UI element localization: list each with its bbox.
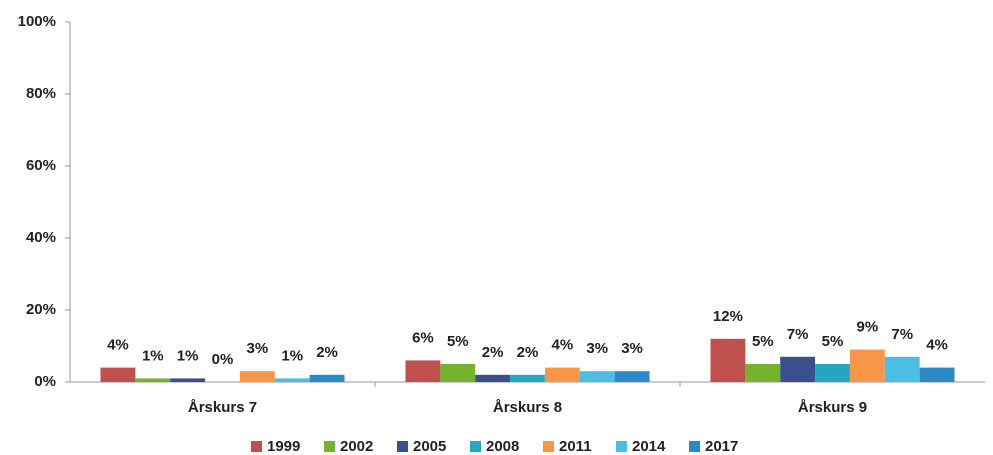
value-label: 12%	[713, 308, 743, 325]
legend-label: 2008	[486, 438, 519, 455]
bar	[274, 378, 310, 382]
x-tick-label: Årskurs 9	[798, 399, 867, 416]
legend-swatch	[616, 441, 627, 452]
bar	[919, 367, 955, 382]
value-label: 1%	[177, 347, 199, 364]
value-label: 2%	[482, 344, 504, 361]
value-label: 1%	[142, 347, 164, 364]
legend-swatch	[251, 441, 262, 452]
bar	[579, 371, 615, 382]
bar	[135, 378, 171, 382]
legend-label: 2014	[632, 438, 666, 455]
value-label: 7%	[891, 326, 913, 343]
value-label: 3%	[586, 340, 608, 357]
value-label: 4%	[107, 337, 129, 354]
legend-swatch	[324, 441, 335, 452]
y-tick-label: 20%	[26, 301, 56, 318]
legend-swatch	[470, 441, 481, 452]
value-label: 5%	[822, 333, 844, 350]
legend-label: 2011	[559, 438, 592, 455]
value-label: 4%	[552, 337, 574, 354]
value-label: 2%	[517, 344, 539, 361]
legend-swatch	[397, 441, 408, 452]
bar	[849, 349, 885, 382]
value-label: 0%	[212, 351, 234, 368]
value-label: 5%	[752, 333, 774, 350]
bar	[170, 378, 206, 382]
bar	[100, 367, 136, 382]
bar	[614, 371, 650, 382]
value-label: 4%	[926, 337, 948, 354]
bar	[475, 374, 511, 382]
value-label: 1%	[281, 347, 303, 364]
y-tick-label: 80%	[26, 85, 56, 102]
bar	[544, 367, 580, 382]
value-label: 3%	[247, 340, 269, 357]
legend-label: 2017	[705, 438, 738, 455]
bar	[815, 364, 850, 382]
legend-swatch	[689, 441, 700, 452]
legend-swatch	[543, 441, 554, 452]
bar	[440, 364, 476, 382]
bar	[745, 364, 781, 382]
y-tick-label: 40%	[26, 229, 56, 246]
bar	[780, 356, 816, 382]
value-label: 6%	[412, 329, 434, 346]
y-tick-label: 100%	[18, 13, 56, 30]
y-tick-label: 60%	[26, 157, 56, 174]
value-label: 5%	[447, 333, 469, 350]
y-tick-label: 0%	[34, 373, 56, 390]
bar	[884, 356, 920, 382]
value-label: 3%	[621, 340, 643, 357]
bar	[239, 371, 275, 382]
value-label: 7%	[787, 326, 809, 343]
x-tick-label: Årskurs 8	[493, 399, 562, 416]
x-tick-label: Årskurs 7	[188, 399, 257, 416]
legend-label: 2005	[413, 438, 446, 455]
value-label: 9%	[857, 319, 879, 336]
bar	[405, 360, 441, 382]
bar	[510, 374, 545, 382]
bar	[309, 374, 345, 382]
value-label: 2%	[316, 344, 338, 361]
legend-label: 2002	[340, 438, 373, 455]
legend-label: 1999	[267, 438, 300, 455]
bar	[710, 338, 746, 382]
